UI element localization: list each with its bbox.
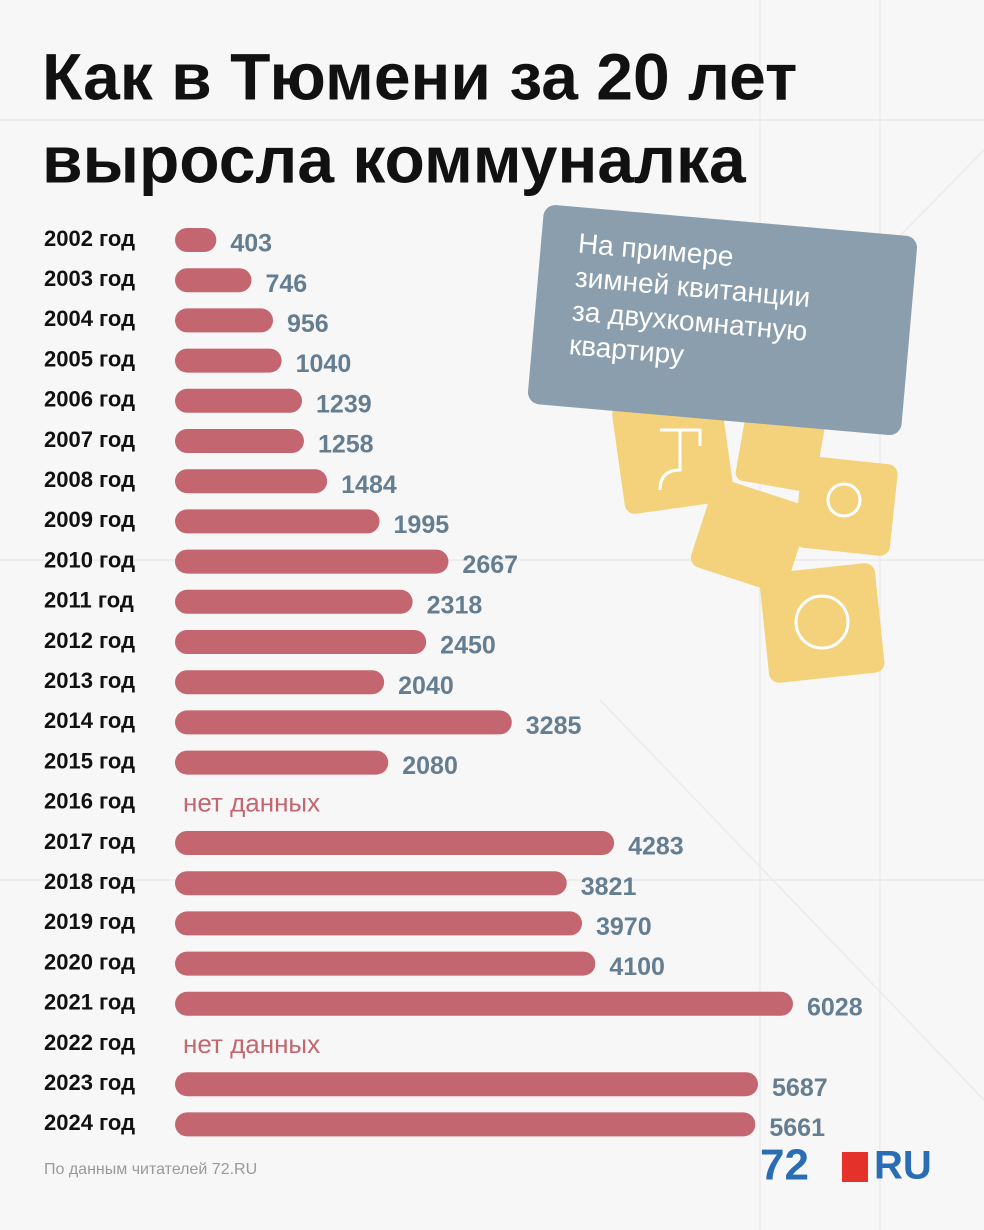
- callout: На примере зимней квитанции за двухкомна…: [527, 205, 917, 436]
- bar: [175, 750, 389, 775]
- bar: [175, 308, 274, 333]
- value-label: 2667: [462, 551, 518, 579]
- bar: [175, 1112, 756, 1137]
- source: По данным читателей 72.RU: [44, 1161, 257, 1178]
- value-label: 746: [265, 270, 307, 298]
- value-label: 5661: [769, 1114, 825, 1142]
- bar: [175, 1072, 759, 1097]
- category-label: 2008 год: [44, 467, 135, 492]
- category-label: 2012 год: [44, 628, 135, 653]
- value-label: 3285: [526, 712, 582, 740]
- bar: [175, 831, 615, 855]
- category-label: 2022 год: [44, 1030, 135, 1055]
- value-label: 1239: [316, 390, 372, 418]
- title-line: Как в Тюмени за 20 лет: [42, 39, 797, 113]
- category-label: 2024 год: [44, 1110, 135, 1135]
- bar: [175, 268, 252, 293]
- category-label: 2005 год: [44, 346, 135, 371]
- category-label: 2014 год: [44, 708, 135, 733]
- logo-square: [842, 1152, 868, 1182]
- value-label: 6028: [807, 993, 863, 1021]
- bar: [175, 871, 567, 896]
- bar: [175, 228, 217, 252]
- bar: [175, 951, 596, 976]
- title-line: выросла коммуналка: [42, 122, 747, 196]
- category-label: 2019 год: [44, 909, 135, 934]
- no-data-label: нет данных: [183, 1029, 320, 1059]
- value-label: 4100: [609, 953, 665, 981]
- category-label: 2002 год: [44, 226, 135, 251]
- category-label: 2015 год: [44, 748, 135, 773]
- category-label: 2017 год: [44, 829, 135, 854]
- bar: [175, 469, 328, 494]
- value-label: 2450: [440, 632, 496, 660]
- tiles: [612, 392, 898, 683]
- bar: [175, 509, 380, 534]
- value-label: 1995: [394, 511, 450, 539]
- category-label: 2020 год: [44, 949, 135, 974]
- value-label: 4283: [628, 833, 684, 861]
- logo-ru: RU: [874, 1144, 932, 1188]
- logo-number: 72: [760, 1141, 809, 1190]
- callout-box: [527, 205, 917, 436]
- category-label: 2011 год: [44, 588, 134, 613]
- value-label: 3970: [596, 913, 652, 941]
- value-label: 2080: [402, 752, 458, 780]
- bar: [175, 670, 385, 695]
- bar: [175, 589, 413, 614]
- bar: [175, 388, 303, 413]
- category-label: 2003 год: [44, 266, 135, 291]
- bar: [175, 348, 282, 373]
- category-label: 2007 год: [44, 427, 135, 452]
- value-label: 5687: [772, 1074, 828, 1102]
- value-label: 403: [230, 230, 272, 258]
- value-label: 3821: [581, 873, 637, 901]
- category-label: 2010 год: [44, 547, 135, 572]
- category-label: 2009 год: [44, 507, 135, 532]
- category-label: 2006 год: [44, 387, 135, 412]
- value-label: 2318: [427, 591, 483, 619]
- bar: [175, 911, 583, 936]
- value-label: 1258: [318, 431, 374, 459]
- category-label: 2004 год: [44, 306, 135, 331]
- bar: [175, 991, 793, 1016]
- category-label: 2013 год: [44, 668, 135, 693]
- bar: [175, 710, 512, 735]
- category-label: 2016 год: [44, 789, 135, 814]
- bar: [175, 429, 304, 453]
- value-label: 956: [287, 310, 329, 338]
- bar: [175, 630, 427, 654]
- no-data-label: нет данных: [183, 788, 320, 818]
- category-label: 2018 год: [44, 869, 135, 894]
- value-label: 1484: [341, 471, 397, 499]
- bar: [175, 549, 449, 574]
- category-label: 2021 год: [44, 990, 135, 1015]
- value-label: 1040: [296, 350, 352, 378]
- category-label: 2023 год: [44, 1070, 135, 1095]
- value-label: 2040: [398, 672, 454, 700]
